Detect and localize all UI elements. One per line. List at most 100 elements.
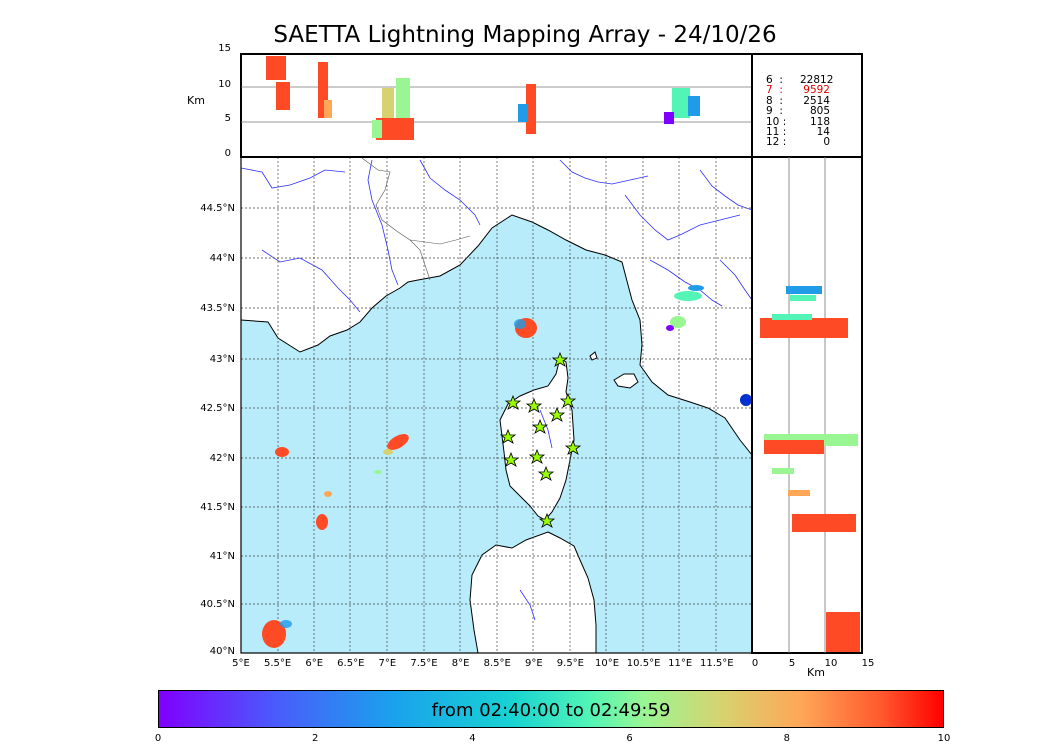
stat-row: 11 : 14 xyxy=(766,127,830,138)
stat-value: 805 xyxy=(809,105,830,118)
stat-label: 10 : xyxy=(766,115,787,128)
station-marker xyxy=(551,351,569,367)
station-marker xyxy=(537,465,555,481)
lat-tick-label: 44°N xyxy=(210,253,235,264)
lat-tick-label: 40°N xyxy=(210,646,235,657)
station-marker xyxy=(548,406,566,422)
altitude-lat-panel xyxy=(751,156,863,654)
station-marker xyxy=(531,418,549,434)
lon-tick-label: 9°E xyxy=(525,658,543,669)
lat-tick-label: 42.5°N xyxy=(200,403,235,414)
right-axis-tick-labels: 0 5 10 15 xyxy=(752,658,875,669)
lma-stations xyxy=(499,351,582,528)
sea-area xyxy=(241,214,752,653)
stat-row: 10 : 118 xyxy=(766,117,830,128)
top-axis-tick: 15 xyxy=(218,43,231,54)
lon-tick-label: 8°E xyxy=(452,658,470,669)
lon-tick-label: 5.5°E xyxy=(264,658,291,669)
colorbar-tick: 10 xyxy=(937,733,951,744)
lightning-clusters xyxy=(262,285,704,648)
map-panel xyxy=(240,156,753,654)
cluster-ligurian xyxy=(387,434,409,450)
top-axis-tick: 5 xyxy=(225,113,231,124)
lat-tick-label: 41°N xyxy=(210,551,235,562)
stat-value: 14 xyxy=(816,126,830,138)
lon-tick-label: 9.5°E xyxy=(557,658,584,669)
station-marker xyxy=(504,394,522,410)
cluster-south-west-corner xyxy=(262,620,286,648)
stat-value: 9592 xyxy=(803,84,830,97)
time-colorbar xyxy=(158,690,944,728)
cluster-sw xyxy=(316,514,328,530)
stat-label: 8 : xyxy=(766,94,783,107)
stat-value: 22812 xyxy=(800,74,834,86)
map-title: SAETTA Lightning Mapping Array - 24/10/2… xyxy=(273,22,777,48)
lat-tick-label: 40.5°N xyxy=(200,599,235,610)
stat-value: 0 xyxy=(823,136,830,149)
right-axis-tick: 10 xyxy=(825,658,838,669)
lat-tick-label: 43°N xyxy=(210,354,235,365)
lat-tick-labels: 44.5°N 44°N 43.5°N 43°N 42.5°N 42°N 41.5°N 41°N… xyxy=(200,203,235,657)
top-axis-tick: 10 xyxy=(218,79,231,90)
stats-panel xyxy=(751,53,863,158)
sardinia-island xyxy=(469,531,597,653)
lon-tick-label: 11.5°E xyxy=(700,658,734,669)
altitude-lon-panel xyxy=(240,53,753,158)
stat-row: 7 : 9592 xyxy=(766,85,830,96)
right-axis-tick: 0 xyxy=(752,658,758,669)
lon-tick-label: 11°E xyxy=(668,658,692,669)
elba-island xyxy=(613,373,639,389)
stat-label: 9 : xyxy=(766,105,783,118)
station-marker xyxy=(564,439,582,455)
stat-label: 6 : xyxy=(766,74,783,86)
stat-label: 7 : xyxy=(766,84,783,97)
corsica-island xyxy=(499,357,575,521)
lon-tick-label: 8.5°E xyxy=(484,658,511,669)
right-axis-unit: Km xyxy=(807,666,825,679)
lat-tick-label: 42°N xyxy=(210,453,235,464)
lon-tick-labels: 5°E 5.5°E 6°E 6.5°E 7°E 7.5°E 8°E 8.5°E 9°E 9.5°E… xyxy=(232,658,733,669)
lon-tick-label: 7.5°E xyxy=(410,658,437,669)
altitude-lat-clusters xyxy=(760,286,860,652)
lat-tick-label: 44.5°N xyxy=(200,203,235,214)
top-axis-tick-labels: 15 10 5 0 xyxy=(218,43,231,159)
stat-label: 11 : xyxy=(766,126,787,138)
borders xyxy=(361,157,471,281)
cluster-west xyxy=(275,447,289,457)
lon-tick-label: 5°E xyxy=(232,658,250,669)
stat-row: 9 : 805 xyxy=(766,106,830,117)
lon-tick-label: 10.5°E xyxy=(627,658,661,669)
top-axis-unit: Km xyxy=(187,94,205,107)
station-marker xyxy=(499,428,517,444)
colorbar-label: from 02:40:00 to 02:49:59 xyxy=(431,700,671,721)
stat-label: 12 : xyxy=(766,136,787,149)
station-marker xyxy=(525,397,543,413)
stat-row: 12 : 0 xyxy=(766,137,830,148)
rivers xyxy=(241,159,752,621)
lon-tick-label: 6.5°E xyxy=(337,658,364,669)
colorbar-tick: 4 xyxy=(469,733,476,744)
station-marker xyxy=(528,448,546,464)
capraia-island xyxy=(589,351,598,361)
cluster-tuscany xyxy=(674,291,702,301)
station-marker xyxy=(559,392,577,408)
lat-tick-label: 43.5°N xyxy=(200,303,235,314)
station-marker xyxy=(538,512,556,528)
station-marker xyxy=(502,451,520,467)
colorbar-tick: 8 xyxy=(783,733,790,744)
right-axis-tick: 15 xyxy=(862,658,875,669)
lon-tick-label: 10°E xyxy=(595,658,619,669)
lat-tick-label: 41.5°N xyxy=(200,502,235,513)
altitude-lon-clusters xyxy=(266,56,700,140)
colorbar-tick: 6 xyxy=(626,733,633,744)
stat-value: 2514 xyxy=(803,94,830,107)
colorbar-tick: 2 xyxy=(312,733,319,744)
stat-value: 118 xyxy=(809,115,830,128)
stat-row: 6 : 22812 xyxy=(766,74,834,86)
lon-tick-label: 6°E xyxy=(305,658,323,669)
right-axis-tick: 5 xyxy=(789,658,795,669)
stat-row: 8 : 2514 xyxy=(766,96,830,107)
top-axis-tick: 0 xyxy=(225,148,231,159)
colorbar-tick: 0 xyxy=(154,733,162,744)
